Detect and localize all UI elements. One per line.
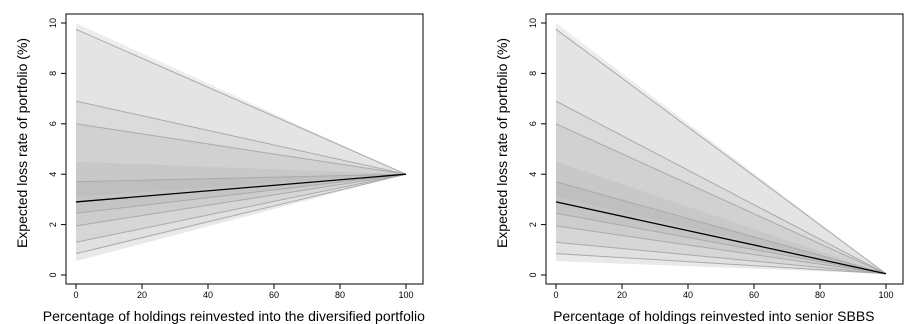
x-axis: 0 20 40 60 80 100 <box>553 284 894 300</box>
series-lines <box>75 28 407 255</box>
plot-frame <box>545 13 904 285</box>
series-line <box>555 225 887 275</box>
y-tick-label: 8 <box>528 71 538 76</box>
chart-panel-right: 0 20 40 60 80 100 0 2 4 6 8 10 Percentage of holdi… <box>494 13 904 324</box>
highlight-line <box>75 173 407 203</box>
density-band <box>556 23 886 274</box>
x-tick-label: 40 <box>683 290 693 300</box>
x-axis-label: Percentage of holdings reinvested into t… <box>43 308 425 324</box>
series-line <box>75 173 407 243</box>
x-tick-label: 20 <box>617 290 627 300</box>
y-axis: 0 2 4 6 8 10 <box>48 18 66 278</box>
density-band <box>76 161 406 182</box>
density-band <box>76 174 406 262</box>
series-line <box>555 123 887 275</box>
x-tick-label: 0 <box>553 290 558 300</box>
y-tick-label: 6 <box>48 121 58 126</box>
series-line <box>75 173 407 227</box>
series-line <box>75 100 407 175</box>
series-line <box>555 28 887 275</box>
series-line <box>75 173 407 255</box>
y-tick-label: 8 <box>48 71 58 76</box>
series-line <box>555 181 887 275</box>
x-tick-label: 80 <box>335 290 345 300</box>
chart-panel-left: 0 20 40 60 80 100 0 2 4 6 8 10 Percentage of holdi… <box>14 13 425 324</box>
density-band <box>556 161 886 274</box>
highlight-line <box>555 201 887 275</box>
x-tick-label: 100 <box>398 290 413 300</box>
series-line <box>75 123 407 175</box>
series-line <box>555 212 887 275</box>
y-tick-label: 10 <box>48 18 58 28</box>
y-axis-label: Expected loss rate of portfolio (%) <box>494 38 510 248</box>
series-line <box>555 253 887 275</box>
y-tick-label: 6 <box>528 121 538 126</box>
density-bands <box>76 23 406 262</box>
series-line <box>555 100 887 275</box>
y-tick-label: 4 <box>48 172 58 177</box>
y-tick-label: 0 <box>48 272 58 277</box>
x-axis: 0 20 40 60 80 100 <box>73 284 414 300</box>
series-line <box>75 173 407 183</box>
density-band <box>556 196 886 274</box>
x-tick-label: 60 <box>749 290 759 300</box>
plot-frame <box>65 13 424 285</box>
y-axis-label: Expected loss rate of portfolio (%) <box>14 38 30 248</box>
series-line <box>75 28 407 175</box>
series-line <box>75 173 407 214</box>
density-bands <box>556 23 886 274</box>
x-tick-label: 20 <box>137 290 147 300</box>
x-tick-label: 100 <box>878 290 893 300</box>
y-tick-label: 0 <box>528 272 538 277</box>
x-tick-label: 40 <box>203 290 213 300</box>
y-tick-label: 2 <box>48 222 58 227</box>
x-tick-label: 80 <box>815 290 825 300</box>
y-tick-label: 10 <box>528 18 538 28</box>
x-axis-label: Percentage of holdings reinvested into s… <box>553 308 874 324</box>
density-band <box>76 23 406 175</box>
series-line <box>555 241 887 275</box>
series-lines <box>555 28 887 275</box>
y-tick-label: 4 <box>528 172 538 177</box>
y-axis: 0 2 4 6 8 10 <box>528 18 546 278</box>
y-tick-label: 2 <box>528 222 538 227</box>
x-tick-label: 60 <box>269 290 279 300</box>
x-tick-label: 0 <box>73 290 78 300</box>
